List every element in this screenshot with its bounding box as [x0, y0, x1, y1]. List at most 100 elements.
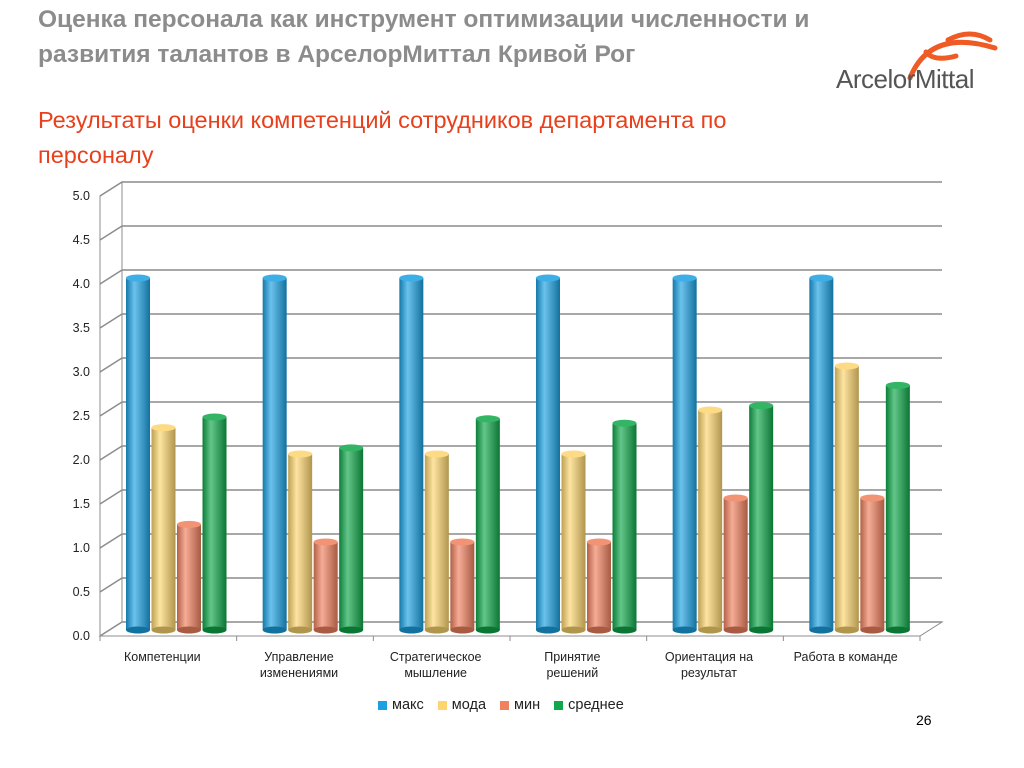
bar-top	[424, 450, 449, 458]
slide-title-line-2: развития талантов в АрселорМиттал Кривой…	[38, 41, 636, 68]
bar-top	[723, 494, 748, 502]
legend-label: среднее	[568, 697, 624, 713]
bar-мода-5	[834, 362, 859, 634]
bar-мода-0	[151, 424, 176, 634]
bar-base	[672, 626, 697, 634]
bar-top	[288, 450, 313, 458]
bar-base	[313, 626, 338, 634]
legend-swatch	[437, 700, 447, 710]
bar-base	[561, 626, 586, 634]
gridline	[99, 269, 942, 285]
bar-макс-3	[536, 274, 560, 634]
chart-legend: макс мода мин среднее	[378, 697, 624, 713]
bar-top	[561, 450, 586, 458]
bar-мода-3	[561, 450, 586, 634]
x-category-label: изменениями	[260, 666, 338, 680]
bar-top	[262, 274, 287, 282]
gridline	[99, 621, 942, 637]
bar-макс-5	[809, 274, 834, 634]
bar-body	[723, 498, 748, 630]
y-tick-label: 5.0	[73, 189, 90, 203]
gridline	[99, 489, 942, 505]
bar-макс-1	[262, 274, 287, 634]
bar-среднее-2	[475, 415, 500, 634]
y-tick-label: 3.5	[73, 321, 90, 335]
y-tick-label: 2.0	[73, 453, 90, 467]
bar-top	[834, 362, 859, 370]
bar-base	[151, 626, 176, 634]
bar-body	[809, 278, 834, 630]
x-category-label: Принятие	[544, 650, 600, 664]
bar-body	[424, 454, 449, 630]
bar-top	[809, 274, 834, 282]
x-category-label: мышление	[404, 666, 467, 680]
bar-base	[809, 626, 834, 634]
slide-title-line-1: Оценка персонала как инструмент оптимиза…	[38, 6, 810, 33]
x-category-label: решений	[546, 666, 598, 680]
bar-base	[885, 626, 910, 634]
page-number: 26	[916, 712, 932, 728]
bar-base	[723, 626, 748, 634]
logo-wordmark: ArcelorMittal	[836, 64, 974, 94]
bar-body	[698, 410, 723, 630]
legend-item: макс	[378, 697, 424, 713]
bar-base	[749, 626, 774, 634]
bar-top	[450, 538, 475, 546]
bar-среднее-5	[885, 381, 910, 634]
gridline	[99, 445, 942, 461]
bar-top	[177, 520, 201, 528]
bar-мин-0	[177, 520, 201, 634]
bar-top	[587, 538, 611, 546]
bar-body	[612, 423, 637, 630]
gridline	[99, 533, 942, 549]
bar-мода-4	[698, 406, 723, 634]
bar-среднее-4	[749, 402, 774, 634]
slide-subtitle-line-1: Результаты оценки компетенций сотруднико…	[38, 107, 727, 133]
bar-top	[860, 494, 885, 502]
bar-top	[475, 415, 500, 423]
y-tick-label: 2.5	[73, 409, 90, 423]
bar-среднее-1	[339, 444, 364, 634]
legend-swatch	[500, 700, 510, 710]
y-tick-label: 1.0	[73, 541, 90, 555]
legend-item: мода	[437, 697, 487, 713]
legend-label: мода	[451, 697, 487, 713]
bar-body	[475, 418, 500, 630]
slide-title: Оценка персонала как инструмент оптимиза…	[38, 2, 838, 72]
bar-body	[151, 427, 176, 630]
bar-мода-2	[424, 450, 449, 634]
bar-base	[450, 626, 475, 634]
slide-subtitle-line-2: персоналу	[38, 142, 154, 168]
slide-subtitle: Результаты оценки компетенций сотруднико…	[38, 103, 838, 173]
gridline	[99, 577, 942, 593]
bar-body	[834, 366, 859, 630]
gridline	[99, 181, 942, 197]
bar-top	[126, 274, 150, 282]
bar-мода-1	[288, 450, 313, 634]
bar-top	[339, 444, 364, 452]
bar-body	[672, 278, 697, 630]
bar-base	[202, 626, 227, 634]
bar-макс-2	[399, 274, 424, 634]
legend-item: среднее	[554, 697, 624, 713]
gridline	[99, 313, 942, 329]
bar-мин-4	[723, 494, 748, 634]
bar-body	[399, 278, 424, 630]
y-tick-label: 4.0	[73, 277, 90, 291]
gridline	[99, 401, 942, 417]
bar-body	[126, 278, 150, 630]
bar-base	[860, 626, 885, 634]
bar-top	[749, 402, 774, 410]
gridline	[99, 357, 942, 373]
y-tick-label: 4.5	[73, 233, 90, 247]
bar-base	[126, 626, 150, 634]
bar-top	[151, 424, 176, 432]
x-category-label: Работа в команде	[794, 650, 898, 664]
bar-top	[672, 274, 697, 282]
legend-item: мин	[500, 697, 540, 713]
bar-body	[561, 454, 586, 630]
bar-body	[450, 542, 475, 630]
bar-base	[177, 626, 201, 634]
bar-base	[339, 626, 364, 634]
